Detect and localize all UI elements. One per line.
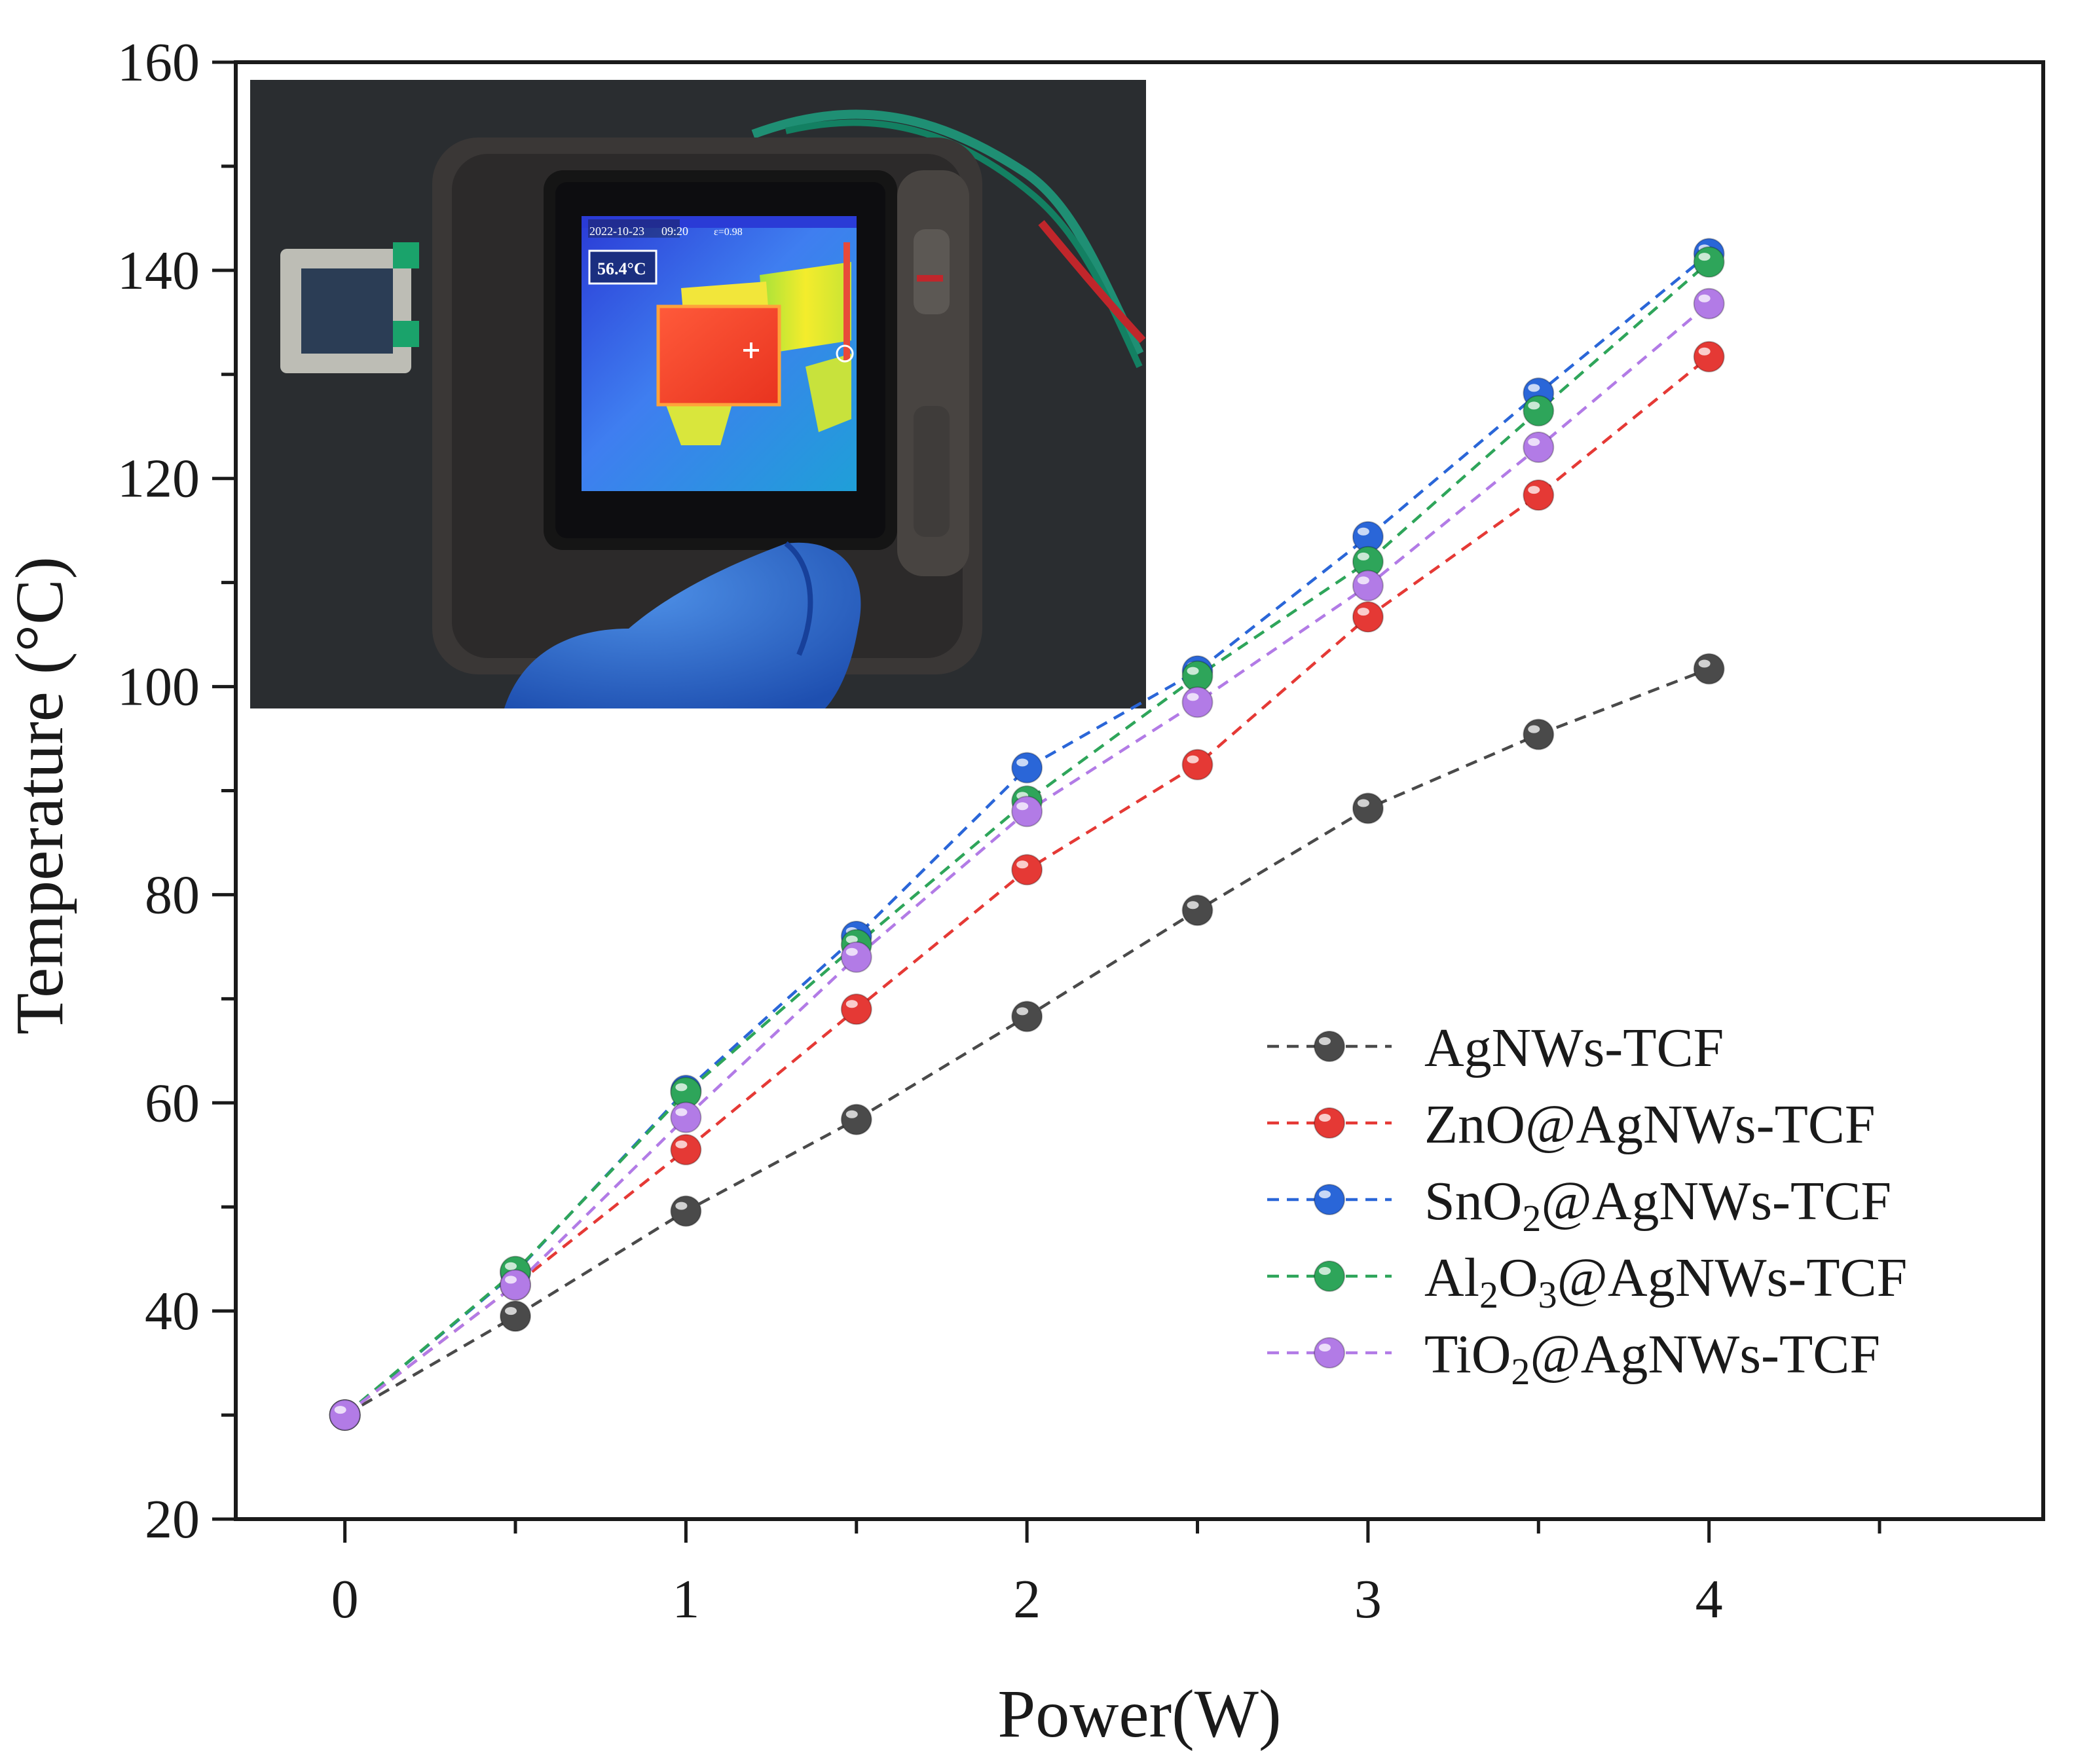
data-point [1352, 601, 1384, 633]
data-point [840, 941, 872, 973]
data-point [670, 1133, 702, 1166]
data-point [670, 1076, 702, 1109]
legend-item: ZnO@AgNWs-TCF [1267, 1094, 1876, 1155]
legend-marker [1314, 1107, 1345, 1139]
data-point [1011, 796, 1043, 828]
legend-label: AgNWs-TCF [1424, 1018, 1724, 1078]
data-point [670, 1101, 702, 1133]
series-line [344, 261, 1711, 1416]
data-point [1693, 340, 1725, 373]
data-point [1523, 479, 1555, 511]
legend-marker [1314, 1337, 1345, 1369]
legend-label: SnO2@AgNWs-TCF [1424, 1171, 1891, 1240]
data-point [1181, 748, 1213, 781]
data-point [670, 1195, 702, 1227]
legend-item: SnO2@AgNWs-TCF [1267, 1171, 1891, 1240]
data-point [1352, 792, 1384, 824]
legend-item: AgNWs-TCF [1267, 1018, 1724, 1078]
y-tick-label: 40 [145, 1281, 200, 1342]
x-tick-label: 0 [331, 1569, 359, 1630]
x-tick-label: 2 [1013, 1569, 1041, 1630]
data-point [1011, 752, 1043, 784]
axes: 0 1 2 3 4 20 40 60 80 100 120 140 160 [117, 32, 2045, 1630]
plot-markers [329, 238, 1725, 1431]
data-point [500, 1300, 532, 1332]
y-tick-label: 120 [117, 449, 200, 509]
data-point [1181, 686, 1213, 718]
y-tick-label: 60 [145, 1073, 200, 1133]
camera-emissivity-readout: ε=0.98 [714, 227, 743, 238]
x-axis-title: Power(W) [997, 1676, 1281, 1752]
legend-marker [1314, 1031, 1345, 1062]
data-point [1181, 660, 1213, 692]
data-point [329, 1399, 361, 1431]
data-point [1693, 246, 1725, 278]
legend-label: ZnO@AgNWs-TCF [1424, 1094, 1876, 1155]
y-axis-title: Temperature (°C) [2, 557, 77, 1035]
data-point [1352, 570, 1384, 602]
y-tick-label: 100 [117, 657, 200, 718]
y-tick-label: 160 [117, 32, 200, 93]
legend-item: TiO2@AgNWs-TCF [1267, 1324, 1880, 1393]
camera-temperature-readout: 56.4°C [597, 259, 646, 278]
x-tick-label: 4 [1695, 1569, 1723, 1630]
legend-item: Al2O3@AgNWs-TCF [1267, 1247, 1907, 1316]
y-tick-label: 20 [145, 1489, 200, 1550]
legend-marker [1314, 1260, 1345, 1292]
thermal-camera-inset-photo: 2022-10-23 09:20 ε=0.98 56.4°C [250, 80, 1146, 708]
legend: AgNWs-TCF ZnO@AgNWs-TCF SnO2@AgNWs-TCF Al2O… [1267, 1018, 1907, 1393]
data-point [500, 1269, 532, 1301]
data-point [1523, 718, 1555, 750]
data-point [1523, 395, 1555, 427]
data-point [1523, 432, 1555, 464]
legend-label: TiO2@AgNWs-TCF [1424, 1324, 1880, 1393]
legend-marker [1314, 1184, 1345, 1215]
data-point [1693, 287, 1725, 320]
x-tick-label: 3 [1354, 1569, 1382, 1630]
camera-date-readout: 2022-10-23 [589, 225, 644, 238]
y-tick-label: 80 [145, 864, 200, 925]
data-point [1693, 653, 1725, 685]
data-point [1352, 545, 1384, 578]
camera-time-readout: 09:20 [661, 225, 688, 238]
y-tick-label: 140 [117, 240, 200, 301]
data-point [1181, 894, 1213, 927]
data-point [840, 1103, 872, 1135]
data-point [1011, 1001, 1043, 1033]
data-point [1011, 854, 1043, 886]
legend-label: Al2O3@AgNWs-TCF [1424, 1247, 1907, 1316]
data-point [840, 993, 872, 1025]
x-tick-label: 1 [672, 1569, 699, 1630]
